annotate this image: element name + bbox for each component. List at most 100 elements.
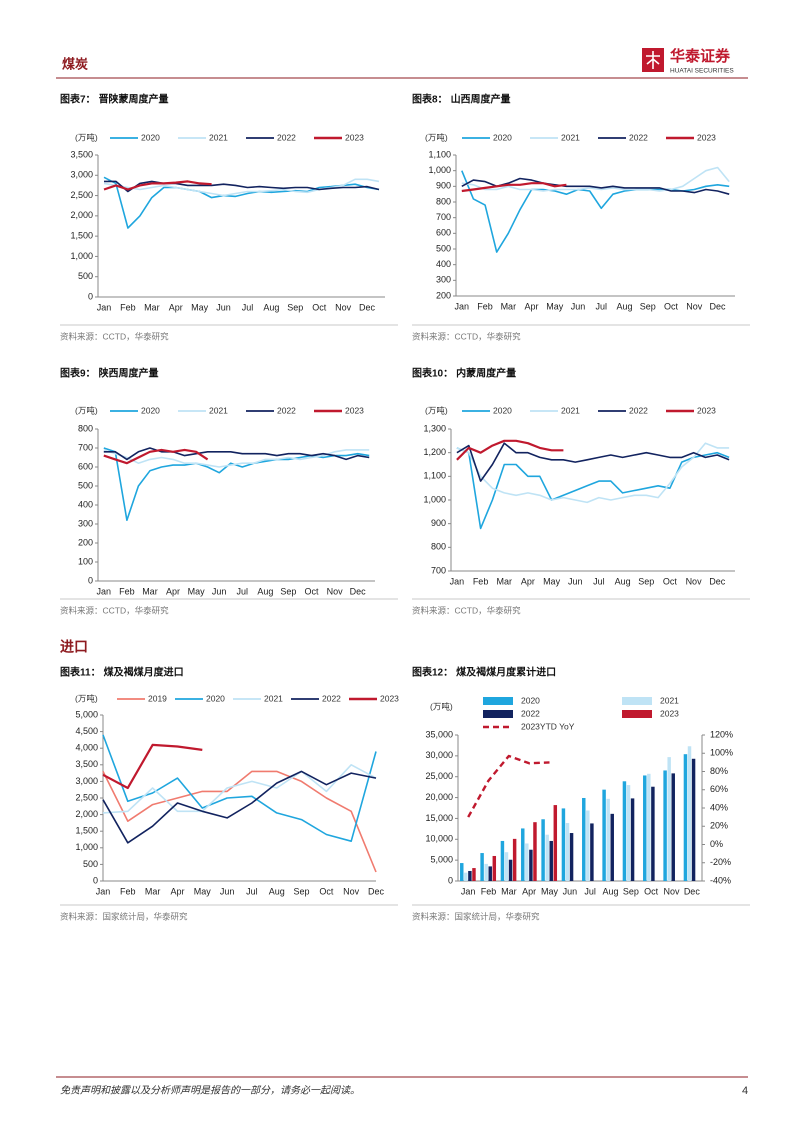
- y2-tick-label: 60%: [710, 784, 728, 794]
- legend-label: 2021: [209, 132, 228, 142]
- y-tick-label: 900: [431, 518, 446, 528]
- y-tick-label: 500: [83, 859, 98, 869]
- bar: [472, 868, 476, 881]
- legend-label: 2023: [380, 693, 399, 703]
- y2-tick-label: -20%: [710, 857, 731, 867]
- y2-tick-label: 120%: [710, 729, 733, 739]
- legend-label: 2021: [209, 405, 228, 415]
- figure-label: 图表12：: [412, 666, 453, 679]
- y-tick-label: 100: [78, 556, 93, 566]
- unit-label: (万吨): [425, 405, 448, 415]
- page-number: 4: [742, 1085, 748, 1097]
- y2-tick-label: 20%: [710, 821, 728, 831]
- x-tick-label: Mar: [145, 886, 161, 896]
- legend-label: 2023: [345, 405, 364, 415]
- x-tick-label: Dec: [350, 586, 367, 596]
- source: 资料来源：CCTD，华泰研究: [60, 331, 169, 341]
- x-tick-label: Feb: [477, 301, 493, 311]
- legend-label: 2019: [148, 693, 167, 703]
- x-tick-label: Feb: [120, 886, 136, 896]
- y2-tick-label: 100%: [710, 748, 733, 758]
- y-tick-label: 400: [78, 499, 93, 509]
- y-tick-label: 0: [88, 291, 93, 301]
- x-tick-label: Mar: [142, 586, 158, 596]
- bar: [561, 808, 566, 881]
- x-tick-label: Oct: [663, 576, 678, 586]
- bar: [521, 828, 525, 881]
- bar: [683, 754, 688, 881]
- x-tick-label: Apr: [169, 302, 183, 312]
- legend-swatch: [483, 697, 513, 705]
- bar: [484, 863, 488, 881]
- bar: [565, 823, 570, 881]
- y-tick-label: 1,000: [70, 251, 93, 261]
- line-series: [102, 770, 377, 873]
- figure-title: 内蒙周度产量: [456, 367, 516, 380]
- y-tick-label: 2,000: [75, 809, 98, 819]
- y-tick-label: 1,000: [75, 842, 98, 852]
- bar: [549, 840, 553, 881]
- legend-label: 2023YTD YoY: [521, 721, 575, 731]
- legend-label: 2023: [697, 405, 716, 415]
- x-tick-label: Feb: [473, 576, 489, 586]
- y-tick-label: 800: [431, 542, 446, 552]
- y-tick-label: 25,000: [425, 771, 453, 781]
- footer-disclaimer: 免责声明和披露以及分析师声明是报告的一部分，请务必一起阅读。: [60, 1085, 360, 1097]
- y-tick-label: 600: [78, 461, 93, 471]
- legend-swatch: [622, 710, 652, 718]
- figure-label: 图表9：: [60, 367, 96, 380]
- header-section: 煤炭: [62, 56, 88, 71]
- y-tick-label: 3,000: [75, 776, 98, 786]
- y-tick-label: 1,100: [428, 149, 451, 159]
- line-series: [456, 447, 730, 530]
- unit-label: (万吨): [75, 132, 98, 142]
- y-tick-label: 700: [431, 565, 446, 575]
- unit-label: (万吨): [430, 701, 453, 711]
- x-tick-label: Jul: [593, 576, 605, 586]
- bar: [529, 849, 533, 881]
- legend-label: 2021: [264, 693, 283, 703]
- x-tick-label: Oct: [312, 302, 327, 312]
- x-tick-label: Jul: [242, 302, 254, 312]
- y-tick-label: 0: [93, 875, 98, 885]
- bar: [643, 775, 647, 881]
- source: 资料来源：CCTD，华泰研究: [60, 605, 169, 615]
- y-tick-label: 3,500: [70, 149, 93, 159]
- legend-label: 2022: [629, 132, 648, 142]
- y-tick-label: 700: [78, 442, 93, 452]
- x-tick-label: Jun: [571, 301, 586, 311]
- x-tick-label: Apr: [521, 576, 535, 586]
- x-tick-label: Jun: [212, 586, 227, 596]
- y-tick-label: 0: [448, 875, 453, 885]
- x-tick-label: Feb: [481, 886, 497, 896]
- y-tick-label: 1,100: [423, 471, 446, 481]
- x-tick-label: May: [188, 586, 206, 596]
- x-tick-label: Jan: [450, 576, 465, 586]
- x-tick-label: Oct: [305, 586, 320, 596]
- y-tick-label: 1,000: [423, 494, 446, 504]
- y-tick-label: 10,000: [425, 834, 453, 844]
- x-tick-label: Jan: [461, 886, 476, 896]
- y-tick-label: 5,000: [75, 709, 98, 719]
- x-tick-label: Apr: [166, 586, 180, 596]
- bar: [590, 823, 594, 881]
- bar: [582, 797, 586, 881]
- legend-label: 2022: [629, 405, 648, 415]
- bar: [626, 785, 631, 881]
- x-tick-label: Jan: [455, 301, 470, 311]
- x-tick-label: Jul: [237, 586, 249, 596]
- figure-label: 图表8：: [412, 93, 448, 106]
- bar: [569, 833, 574, 881]
- source: 资料来源：国家统计局，华泰研究: [60, 911, 188, 921]
- y2-tick-label: 0%: [710, 839, 723, 849]
- x-tick-label: Aug: [263, 302, 279, 312]
- bar: [606, 798, 610, 881]
- y-tick-label: 2,000: [70, 210, 93, 220]
- bar: [541, 819, 545, 881]
- x-tick-label: Aug: [269, 886, 285, 896]
- x-tick-label: Dec: [709, 576, 726, 586]
- legend-label: 2020: [493, 405, 512, 415]
- legend-label: 2020: [493, 132, 512, 142]
- legend-label: 2022: [521, 708, 540, 718]
